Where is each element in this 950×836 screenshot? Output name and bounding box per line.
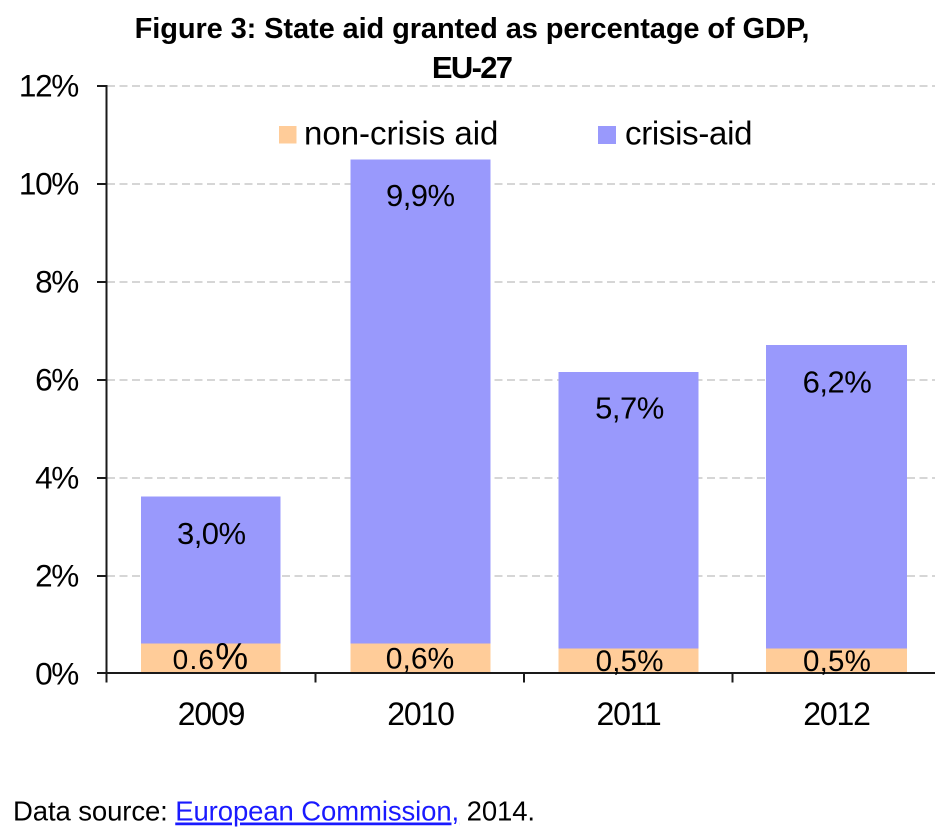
- svg-text:non-crisis aid: non-crisis aid: [304, 115, 498, 152]
- svg-text:9,9%: 9,9%: [386, 178, 455, 213]
- svg-text:6,2%: 6,2%: [803, 365, 872, 400]
- svg-text:2010: 2010: [387, 696, 454, 732]
- svg-text:crisis-aid: crisis-aid: [625, 115, 752, 152]
- svg-text:0,5%: 0,5%: [596, 645, 664, 678]
- svg-text:3,0%: 3,0%: [177, 516, 246, 551]
- svg-text:6%: 6%: [35, 362, 78, 398]
- svg-text:12%: 12%: [19, 68, 78, 104]
- svg-text:2%: 2%: [35, 558, 78, 594]
- svg-text:5,7%: 5,7%: [595, 391, 664, 426]
- svg-text:8%: 8%: [35, 264, 78, 300]
- svg-text:0,6%: 0,6%: [386, 643, 454, 676]
- svg-text:4%: 4%: [35, 460, 78, 496]
- svg-text:2011: 2011: [596, 696, 660, 732]
- svg-text:0,5%: 0,5%: [803, 645, 871, 678]
- svg-text:EU-27: EU-27: [432, 50, 512, 85]
- svg-text:2009: 2009: [178, 696, 245, 732]
- svg-text:0%: 0%: [35, 656, 78, 692]
- svg-text:Data source: European Commissi: Data source: European Commission, 2014.: [13, 796, 535, 827]
- svg-text:2012: 2012: [803, 696, 870, 732]
- svg-text:10%: 10%: [19, 166, 78, 202]
- svg-text:Figure 3: State aid granted as: Figure 3: State aid granted as percentag…: [135, 13, 810, 45]
